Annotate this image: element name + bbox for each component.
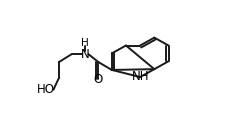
Text: HO: HO <box>37 83 55 96</box>
Text: H: H <box>81 38 89 48</box>
Text: NH: NH <box>131 70 149 83</box>
Text: O: O <box>94 73 103 86</box>
Text: N: N <box>81 48 89 61</box>
